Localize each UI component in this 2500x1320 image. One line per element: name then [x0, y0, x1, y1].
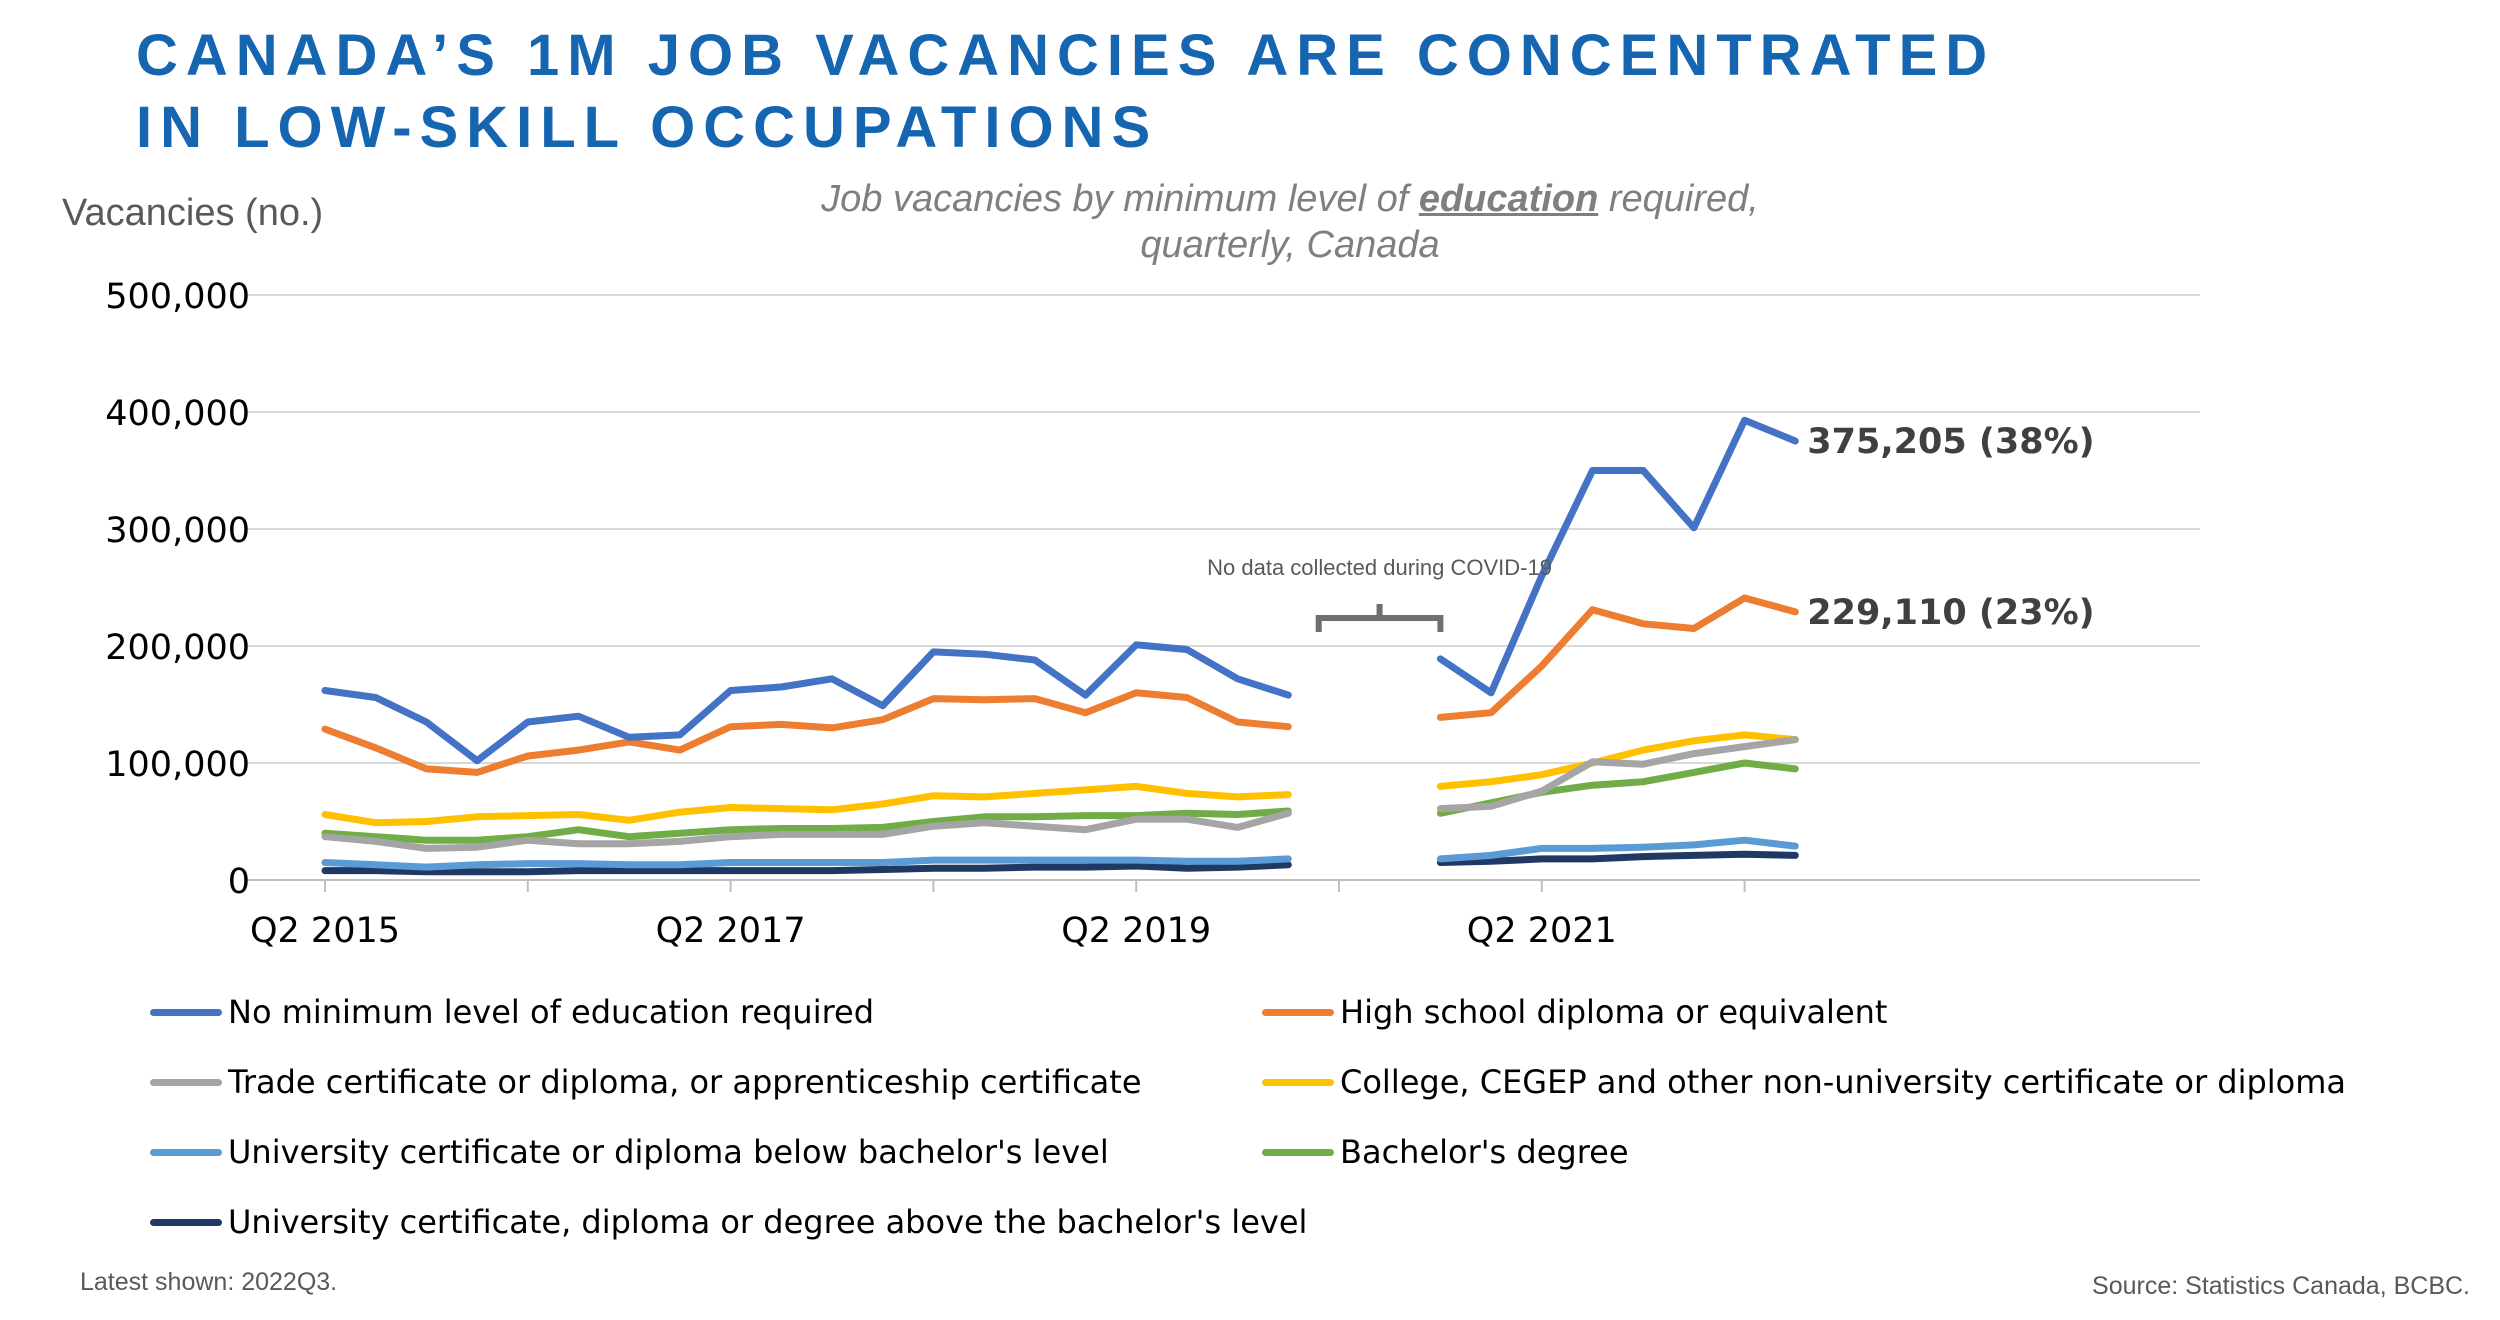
x-tick-label: Q2 2021 [1467, 911, 1617, 951]
legend-swatch [150, 1218, 222, 1226]
x-tick-label: Q2 2019 [1061, 911, 1211, 951]
gap-bracket [1315, 604, 1444, 632]
legend-swatch [1262, 1148, 1334, 1156]
x-tick-label: Q2 2015 [250, 911, 400, 951]
legend-item: Trade certificate or diploma, or apprent… [150, 1062, 1142, 1102]
series-line [321, 809, 1292, 852]
legend-label: College, CEGEP and other non-university … [1340, 1063, 2347, 1101]
end-value-label: 375,205 (38%) [1807, 422, 2094, 462]
legend-swatch [150, 1078, 222, 1086]
y-tick-label: 100,000 [105, 745, 250, 785]
legend-label: No minimum level of education required [228, 993, 875, 1031]
legend-label: Trade certificate or diploma, or apprent… [228, 1063, 1142, 1101]
series-line [321, 807, 1292, 844]
series-line [321, 641, 1292, 765]
legend-label: Bachelor's degree [1340, 1133, 1629, 1171]
end-value-label: 229,110 (23%) [1807, 593, 2094, 633]
legend-item: University certificate or diploma below … [150, 1132, 1109, 1172]
gap-note: No data collected during COVID-19 [1207, 555, 1552, 580]
legend-item: High school diploma or equivalent [1262, 992, 1887, 1032]
legend-label: University certificate, diploma or degre… [228, 1203, 1308, 1241]
subtitle-pre: Job vacancies by minimum level of [821, 178, 1419, 220]
legend-swatch [1262, 1078, 1334, 1086]
y-tick-label: 200,000 [105, 628, 250, 668]
source-note: Source: Statistics Canada, BCBC. [2092, 1272, 2470, 1300]
series-line [1436, 594, 1799, 721]
series-line [321, 861, 1292, 876]
subtitle-emphasis: education [1418, 178, 1599, 220]
series-line [321, 782, 1292, 827]
legend-item: University certificate, diploma or degre… [150, 1202, 1307, 1242]
headline-line-2: IN LOW-SKILL OCCUPATIONS [136, 95, 1159, 160]
subtitle-post: required, [1598, 178, 1759, 220]
series-line [321, 855, 1292, 871]
series-line [1436, 736, 1799, 813]
headline-line-1: CANADA’S 1M JOB VACANCIES ARE CONCENTRAT… [136, 23, 1996, 88]
x-tick-label: Q2 2017 [656, 911, 806, 951]
legend-swatch [1262, 1008, 1334, 1016]
latest-note: Latest shown: 2022Q3. [80, 1268, 338, 1296]
subtitle-line-2: quarterly, Canada [1140, 224, 1440, 266]
legend-item: College, CEGEP and other non-university … [1262, 1062, 2346, 1102]
legend-swatch [150, 1008, 222, 1016]
y-tick-label: 400,000 [105, 394, 250, 434]
series-line [1436, 836, 1799, 863]
legend-label: High school diploma or equivalent [1340, 993, 1888, 1031]
legend-swatch [150, 1148, 222, 1156]
legend-item: No minimum level of education required [150, 992, 874, 1032]
chart-subtitle: Job vacancies by minimum level of educat… [690, 176, 1890, 268]
headline: CANADA’S 1M JOB VACANCIES ARE CONCENTRAT… [136, 20, 2136, 164]
legend-item: Bachelor's degree [1262, 1132, 1629, 1172]
series-line [1436, 416, 1799, 697]
y-tick-label: 500,000 [105, 277, 250, 317]
y-tick-label: 300,000 [105, 511, 250, 551]
series-line [321, 689, 1292, 776]
legend-label: University certificate or diploma below … [228, 1133, 1109, 1171]
y-tick-label: 0 [228, 862, 250, 902]
series-line [1436, 850, 1799, 866]
y-axis-label: Vacancies (no.) [62, 192, 324, 234]
series-line [1436, 731, 1799, 790]
